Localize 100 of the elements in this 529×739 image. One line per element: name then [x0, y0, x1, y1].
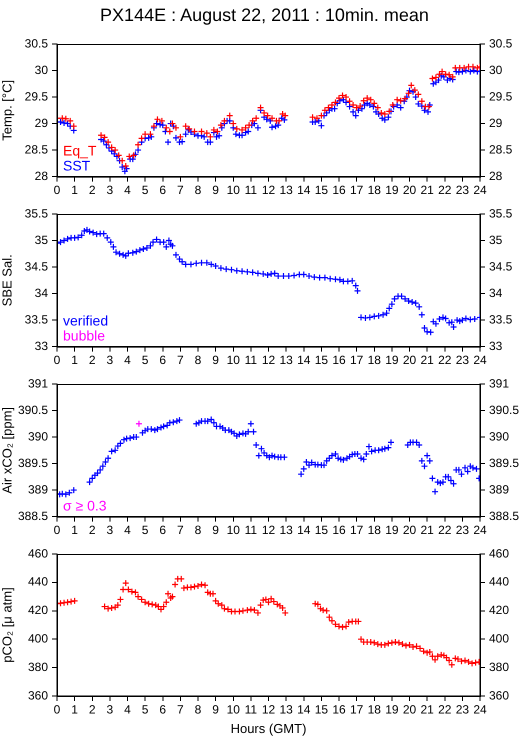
x-tick-label: 19 [385, 183, 399, 198]
x-tick-label: 7 [177, 183, 184, 198]
x-tick-label: 5 [142, 523, 149, 538]
x-tick-label: 0 [54, 702, 61, 717]
x-tick-label: 2 [88, 702, 96, 717]
x-tick-label: 5 [142, 702, 149, 717]
y-tick-label: 460 [28, 546, 48, 560]
y2-tick-label: 29 [489, 116, 503, 130]
x-tick-label: 8 [194, 183, 202, 198]
x-tick-label: 23 [456, 523, 470, 538]
x-tick-label: 22 [438, 183, 452, 198]
y-tick-label: 30.5 [24, 36, 48, 50]
x-tick-label: 5 [142, 183, 149, 198]
y-tick-label: 33 [34, 338, 48, 353]
x-tick-label: 16 [332, 702, 346, 717]
y2-tick-label: 390.5 [489, 402, 520, 417]
x-tick-label: 4 [124, 523, 132, 538]
x-tick-label: 9 [212, 353, 220, 368]
text: verified [63, 312, 108, 329]
x-tick-label: 21 [420, 353, 434, 368]
x-tick-label: 4 [124, 702, 132, 717]
x-tick-label: 9 [212, 523, 220, 538]
x-tick-label: 15 [314, 523, 328, 538]
y-tick-label: 390 [28, 429, 48, 444]
y2-tick-label: 390 [489, 429, 510, 444]
y-tick-label: 34.5 [24, 259, 48, 274]
x-tick-label: 12 [262, 702, 276, 717]
x-tick-label: 23 [456, 702, 470, 717]
x-tick-label: 7 [177, 702, 184, 717]
x-tick-label: 5 [142, 353, 149, 368]
x-tick-label: 16 [332, 183, 346, 198]
x-tick-label: 22 [438, 702, 452, 717]
y-tick-label: 390.5 [18, 402, 48, 417]
y2-tick-label: 400 [489, 632, 510, 646]
x-tick-label: 15 [314, 183, 328, 198]
x-tick-label: 1 [71, 702, 78, 717]
y2-tick-label: 33.5 [489, 312, 513, 326]
x-tick-label: 20 [402, 183, 416, 198]
x-tick-label: 4 [124, 353, 132, 368]
x-tick-label: 9 [212, 702, 220, 717]
x-tick-label: 14 [297, 353, 311, 368]
x-tick-label: 11 [244, 353, 258, 368]
x-tick-label: 14 [297, 523, 311, 538]
x-tick-label: 19 [385, 353, 399, 368]
x-tick-label: 3 [106, 353, 114, 368]
x-tick-label: 14 [297, 183, 311, 198]
x-tick-label: 13 [279, 523, 294, 538]
y2-tick-label: 29.5 [489, 89, 513, 104]
x-tick-label: 17 [350, 183, 364, 198]
text: σ ≥ 0.3 [63, 498, 107, 514]
x-tick-label: 22 [438, 523, 452, 538]
y2-tick-label: 460 [489, 546, 510, 560]
x-tick-label: 3 [106, 183, 114, 198]
x-tick-label: 2 [88, 523, 96, 538]
series-label: SST [63, 158, 91, 174]
x-tick-label: 18 [368, 353, 382, 368]
y-tick-label: 420 [28, 603, 48, 618]
x-tick-label: 21 [420, 183, 434, 198]
x-tick-label: 7 [177, 353, 184, 368]
y-tick-label: 440 [28, 574, 48, 589]
y2-tick-label: 380 [489, 660, 510, 674]
x-axis-title: Hours (GMT) [230, 720, 306, 736]
x-tick-label: 19 [385, 702, 399, 717]
x-tick-label: 0 [54, 183, 61, 198]
x-tick-label: 24 [473, 702, 487, 717]
x-tick-label: 4 [124, 183, 132, 198]
y-tick-label: 28.5 [24, 142, 48, 156]
y2-tick-label: 420 [489, 603, 510, 618]
x-tick-label: 20 [402, 353, 416, 368]
y-tick-label: 29.5 [24, 89, 48, 104]
x-tick-label: 1 [71, 523, 78, 538]
x-tick-label: 10 [226, 353, 240, 368]
x-tick-label: 16 [332, 523, 346, 538]
y2-tick-label: 389 [489, 482, 510, 496]
y-axis-title: Temp. [°C] [0, 80, 14, 141]
x-tick-label: 18 [368, 183, 382, 198]
y-tick-label: 30 [34, 62, 48, 77]
x-tick-label: 0 [54, 353, 61, 368]
x-tick-label: 10 [226, 183, 240, 198]
x-tick-label: 12 [262, 183, 276, 198]
y2-tick-label: 33 [489, 338, 503, 353]
x-tick-label: 7 [177, 523, 184, 538]
x-tick-label: 24 [473, 183, 487, 198]
y2-tick-label: 391 [489, 376, 510, 390]
x-tick-label: 21 [420, 702, 434, 717]
y2-tick-label: 440 [489, 574, 510, 589]
x-tick-label: 11 [244, 523, 258, 538]
x-tick-label: 23 [456, 183, 470, 198]
x-tick-label: 13 [279, 702, 294, 717]
x-tick-label: 19 [385, 523, 399, 538]
x-tick-label: 17 [350, 353, 364, 368]
y2-tick-label: 30 [489, 62, 503, 77]
x-tick-label: 21 [420, 523, 434, 538]
x-tick-label: 8 [194, 702, 202, 717]
x-tick-label: 3 [106, 702, 114, 717]
y-tick-label: 28 [34, 168, 48, 183]
x-tick-label: 10 [226, 702, 240, 717]
y-axis-title: pCO₂ [μ atm] [0, 587, 14, 663]
y-tick-label: 389.5 [18, 456, 48, 470]
y-axis-title: Air xCO₂ [ppm] [0, 406, 14, 494]
